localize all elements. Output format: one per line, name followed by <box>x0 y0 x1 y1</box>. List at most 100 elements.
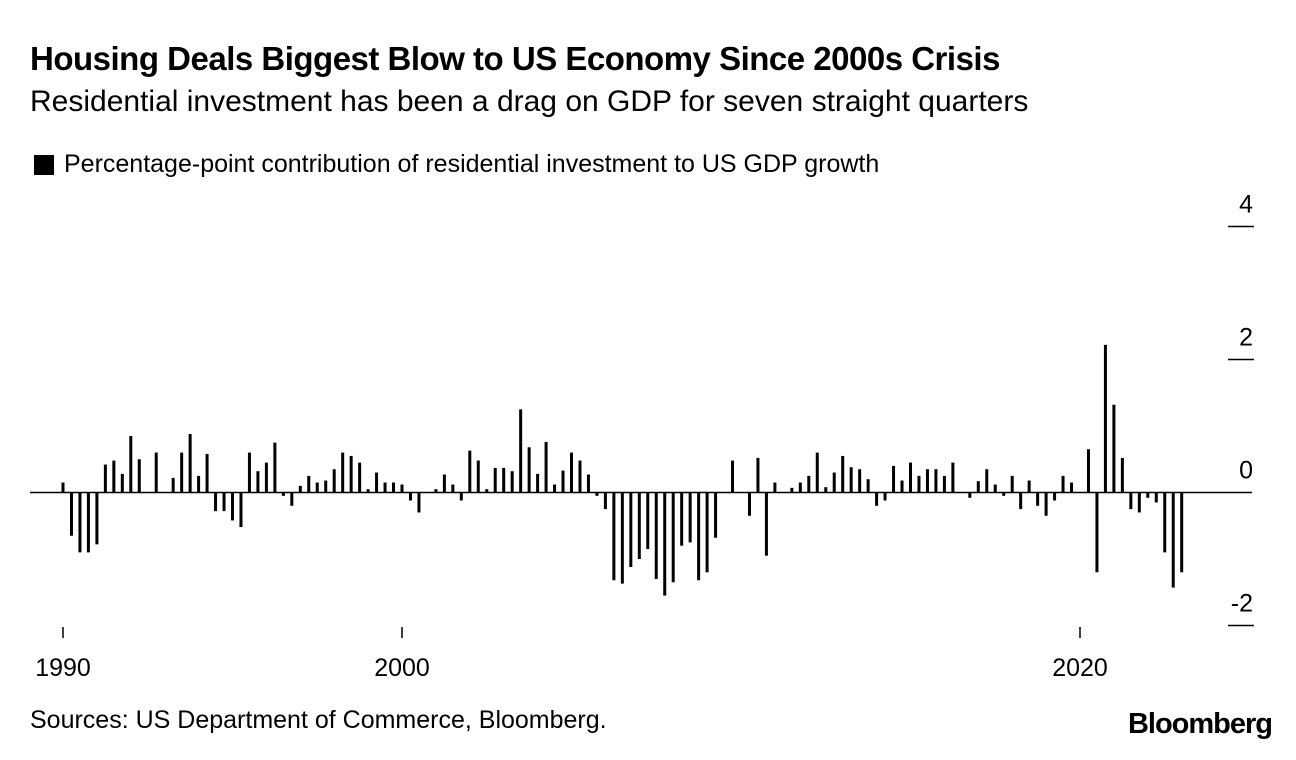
bar <box>637 492 641 559</box>
bar <box>815 452 819 493</box>
bar <box>231 492 234 521</box>
bar <box>832 472 836 493</box>
bar <box>171 477 175 493</box>
legend-swatch-icon <box>34 154 54 175</box>
bar <box>264 462 268 493</box>
bar <box>129 435 133 493</box>
bar <box>892 465 896 493</box>
bar <box>256 471 260 493</box>
bar <box>349 455 353 493</box>
bar <box>120 473 124 493</box>
bar <box>1036 492 1040 506</box>
bar <box>747 492 751 516</box>
bar <box>1154 492 1158 503</box>
bar <box>86 492 90 553</box>
bar <box>307 475 311 493</box>
bar-chart: 4 2 0 -2 1990 2000 2020 <box>30 191 1254 682</box>
bar <box>1180 492 1184 573</box>
bar <box>934 469 938 493</box>
bar <box>1053 492 1057 501</box>
bar <box>1120 457 1124 493</box>
bar <box>646 492 650 550</box>
bar <box>798 482 802 493</box>
bar <box>315 482 319 493</box>
bar <box>451 484 455 493</box>
bar <box>917 475 921 493</box>
bar <box>1019 492 1023 510</box>
bar <box>603 492 607 510</box>
bar <box>95 492 99 545</box>
bar <box>705 492 709 573</box>
y-tick-label: 4 <box>1239 191 1253 219</box>
bar <box>214 492 218 512</box>
bar <box>468 450 472 493</box>
bar <box>1129 492 1133 510</box>
bar <box>205 453 209 493</box>
bar <box>1103 344 1107 493</box>
bar <box>61 482 65 493</box>
bar <box>536 473 540 493</box>
bar <box>925 469 929 493</box>
bar <box>688 492 692 543</box>
bar <box>1027 480 1031 493</box>
bar <box>654 492 658 579</box>
y-tick-label: 0 <box>1239 457 1253 485</box>
x-tick-label: 2000 <box>374 654 430 682</box>
bar <box>951 462 955 493</box>
bar <box>731 460 735 493</box>
bar <box>866 479 870 493</box>
y-axis: 4 2 0 -2 <box>1228 191 1254 627</box>
bar <box>69 492 73 536</box>
bar <box>586 474 590 493</box>
x-tick-label: 1990 <box>35 654 91 682</box>
bar <box>527 447 531 493</box>
bar <box>290 492 294 506</box>
bar <box>942 475 946 493</box>
bar <box>993 484 997 493</box>
bar <box>417 492 421 513</box>
bar <box>578 460 582 493</box>
y-tick-label: 2 <box>1239 324 1253 352</box>
bar <box>900 480 904 493</box>
bar <box>629 492 633 567</box>
bar <box>247 452 251 493</box>
bar <box>1061 475 1065 493</box>
chart-subtitle: Residential investment has been a drag o… <box>30 85 1029 118</box>
bar <box>773 482 777 493</box>
bar <box>1010 475 1014 493</box>
bar <box>78 492 82 553</box>
bar <box>392 482 396 493</box>
bar <box>1095 492 1099 573</box>
legend: Percentage-point contribution of residen… <box>34 150 879 179</box>
bar <box>366 489 370 493</box>
bar <box>298 485 302 493</box>
bar <box>273 442 277 493</box>
bar <box>154 452 158 493</box>
bar <box>671 492 675 583</box>
bar <box>476 460 480 493</box>
bar <box>493 467 497 493</box>
y-tick-label: -2 <box>1231 590 1253 618</box>
bar <box>883 492 887 501</box>
bar <box>281 492 285 496</box>
bar <box>849 467 853 493</box>
bar <box>222 492 226 512</box>
bloomberg-logo: Bloomberg <box>1127 708 1273 740</box>
bar <box>1137 492 1141 513</box>
bar <box>807 475 811 493</box>
bar <box>1163 492 1167 553</box>
bar <box>137 459 141 493</box>
bar <box>197 475 201 493</box>
bar <box>553 484 557 493</box>
bar <box>1070 482 1074 493</box>
bar <box>570 452 573 493</box>
source-note: Sources: US Department of Commerce, Bloo… <box>30 706 607 734</box>
x-tick-label: 2020 <box>1052 654 1108 682</box>
bar <box>764 492 768 556</box>
bar <box>442 474 446 493</box>
bar <box>408 492 412 501</box>
bar <box>459 492 463 501</box>
bar <box>103 464 107 493</box>
bar <box>875 492 879 506</box>
bar <box>1146 492 1150 498</box>
